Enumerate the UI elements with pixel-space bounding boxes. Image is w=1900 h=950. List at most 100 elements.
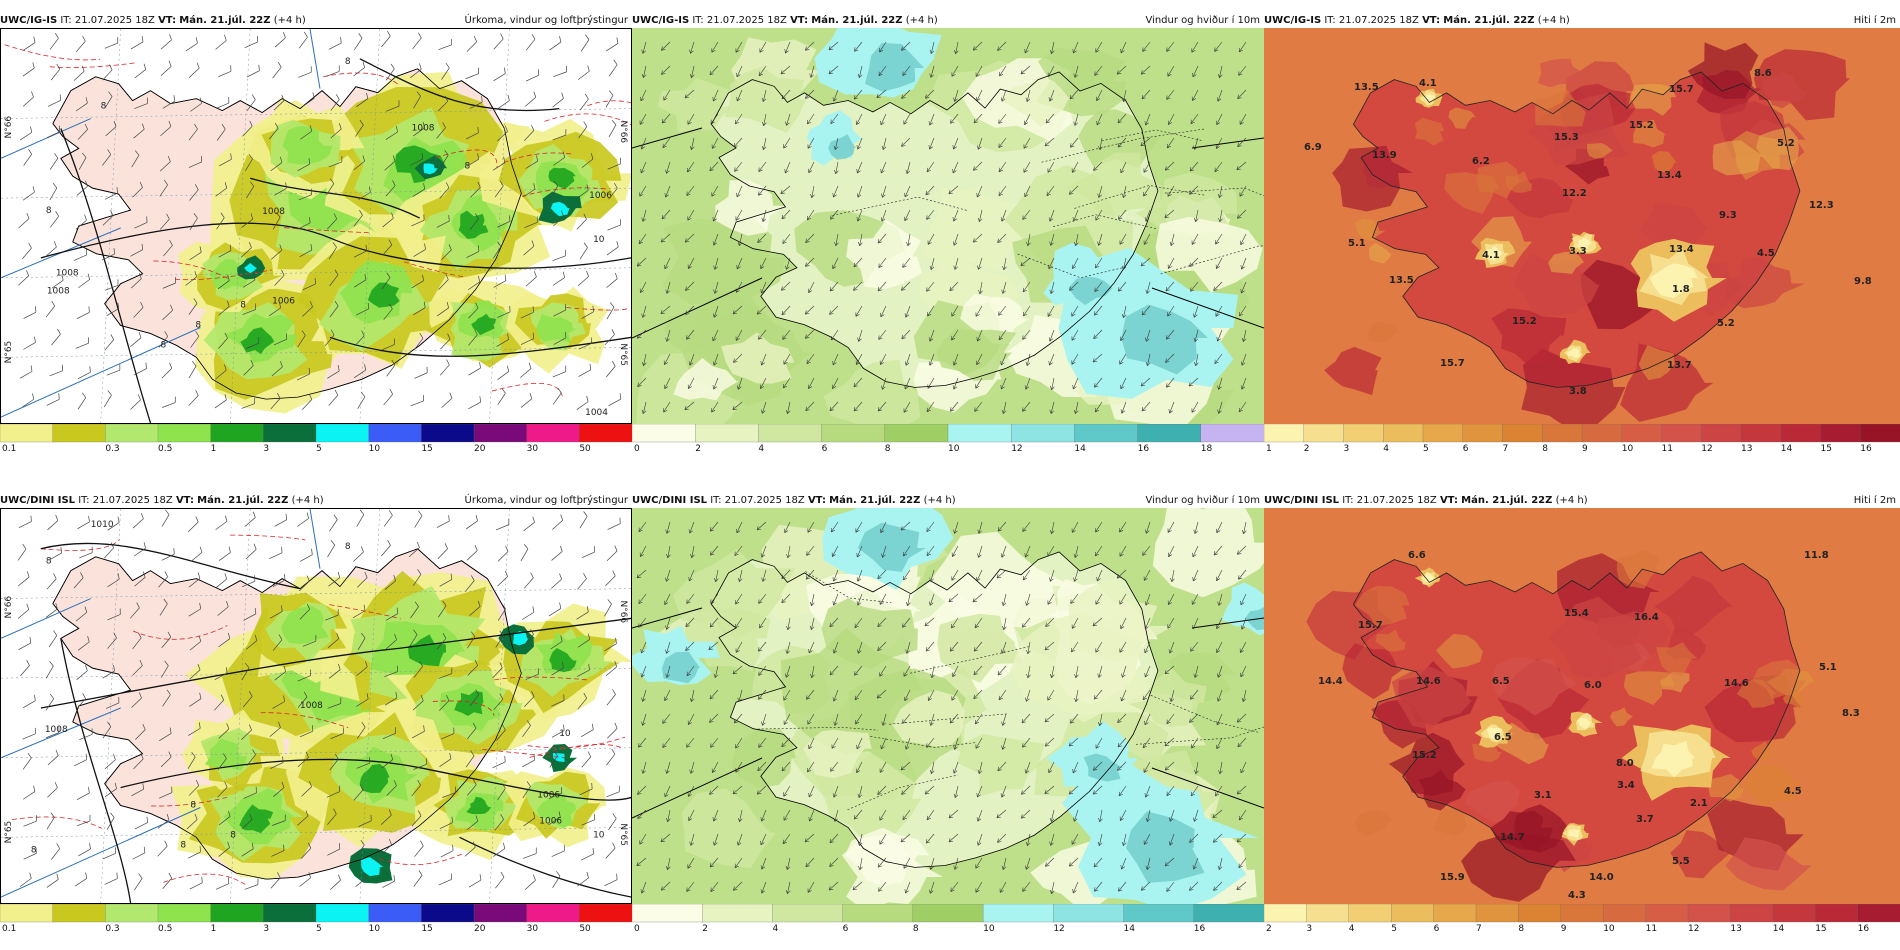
wind-barb	[418, 810, 422, 817]
wind-barb	[578, 369, 591, 377]
wind-arrow	[978, 530, 982, 534]
wind-arrow	[925, 89, 935, 99]
wind-arrow	[1072, 257, 1079, 269]
wind-arrow	[1168, 602, 1172, 605]
wind-arrow	[1093, 166, 1095, 171]
wind-arrow	[954, 746, 958, 750]
wind-barb	[587, 751, 592, 757]
wind-barb	[274, 275, 285, 286]
wind-barb	[423, 301, 426, 308]
wind-barb	[82, 693, 86, 699]
colorbar-tick-label: 5	[316, 924, 322, 932]
wind-arrow	[1191, 401, 1199, 413]
wind-arrow	[1145, 785, 1151, 798]
wind-arrow	[715, 569, 719, 582]
wind-barb	[48, 635, 58, 648]
wind-arrow	[1167, 314, 1172, 317]
wind-barb	[495, 876, 505, 889]
wind-barb	[89, 366, 91, 373]
wind-speed-area	[845, 827, 930, 887]
wind-arrow	[1095, 521, 1103, 533]
wind-arrow	[1022, 329, 1031, 340]
wind-arrow	[1237, 97, 1242, 99]
it-value: 21.07.2025 18Z	[74, 15, 155, 26]
colorbar-tick-label: 10	[983, 924, 995, 932]
wind-arrow	[783, 698, 788, 701]
wind-barb	[386, 272, 391, 278]
wind-arrow	[664, 386, 669, 390]
wind-barb	[246, 70, 260, 78]
wind-arrow	[998, 305, 1007, 316]
wind-barb	[614, 545, 618, 552]
wind-arrow	[955, 41, 959, 54]
wind-arrow	[1165, 161, 1175, 171]
wind-arrow	[1141, 406, 1144, 412]
wind-arrow	[1000, 97, 1003, 102]
wind-barb	[381, 759, 393, 769]
wind-arrow	[761, 818, 765, 822]
wind-barb	[413, 127, 425, 137]
wind-barb	[215, 369, 227, 380]
wind-arrow	[713, 386, 717, 390]
wind-arrow	[1001, 98, 1006, 102]
wind-barb	[269, 552, 283, 560]
wind-arrow	[642, 401, 647, 414]
wind-barb	[424, 243, 426, 250]
panel-header: UWC/DINI ISL IT: 21.07.2025 18Z VT: Mán.…	[632, 494, 1264, 508]
wind-barb	[47, 100, 61, 107]
precip-area	[204, 738, 248, 771]
wind-arrow	[948, 192, 953, 195]
wind-arrow	[901, 41, 911, 51]
wind-arrow	[876, 89, 887, 98]
wind-barb	[385, 131, 398, 140]
wind-arrow	[1237, 550, 1239, 555]
wind-arrow	[1239, 305, 1247, 317]
wind-arrow	[1219, 185, 1223, 198]
wind-arrow	[1142, 49, 1147, 52]
wind-arrow	[853, 401, 863, 412]
wind-arrow	[711, 410, 716, 413]
wind-barb	[365, 661, 368, 667]
wind-arrow	[926, 833, 935, 844]
wind-arrow	[903, 578, 908, 581]
wind-arrow	[1020, 257, 1031, 267]
wind-arrow	[687, 161, 695, 173]
wind-arrow	[1170, 233, 1175, 246]
wind-barb	[280, 156, 283, 163]
wind-arrow	[809, 73, 812, 78]
wind-arrow	[832, 193, 834, 198]
wind-barb	[612, 360, 616, 367]
wind-arrow	[900, 833, 911, 843]
wind-arrow	[830, 209, 839, 220]
wind-barb	[492, 667, 503, 679]
wind-arrow	[1217, 722, 1221, 726]
wind-arrow	[1216, 122, 1221, 126]
temp-value-label: 13.7	[1667, 360, 1692, 371]
wind-arrow	[810, 193, 813, 198]
wind-arrow	[1191, 41, 1199, 53]
wind-barb	[309, 301, 313, 308]
wind-arrow	[736, 96, 738, 102]
wind-barb	[531, 691, 535, 697]
wind-arrow	[1097, 241, 1099, 246]
wind-arrow	[1024, 122, 1029, 125]
wind-arrow	[924, 785, 935, 795]
wind-arrow	[1147, 353, 1151, 366]
colorbar-swatch	[1780, 424, 1822, 443]
wind-arrow	[1212, 809, 1223, 818]
wind-arrow	[1022, 209, 1031, 220]
wind-barb	[190, 103, 202, 112]
wind-arrow	[858, 794, 863, 798]
wind-arrow	[1045, 865, 1050, 867]
wind-barb	[473, 779, 477, 785]
wind-barb	[306, 512, 309, 519]
colorbar-swatch	[1542, 424, 1583, 443]
colorbar-swatch	[947, 424, 1012, 443]
wind-barb	[188, 67, 200, 78]
wind-arrow	[1169, 650, 1174, 654]
colorbar-swatch	[0, 424, 54, 443]
wind-speed-area	[936, 328, 1017, 381]
wind-arrow	[901, 337, 906, 340]
wind-barb	[605, 575, 616, 587]
wind-arrow	[1045, 737, 1055, 747]
